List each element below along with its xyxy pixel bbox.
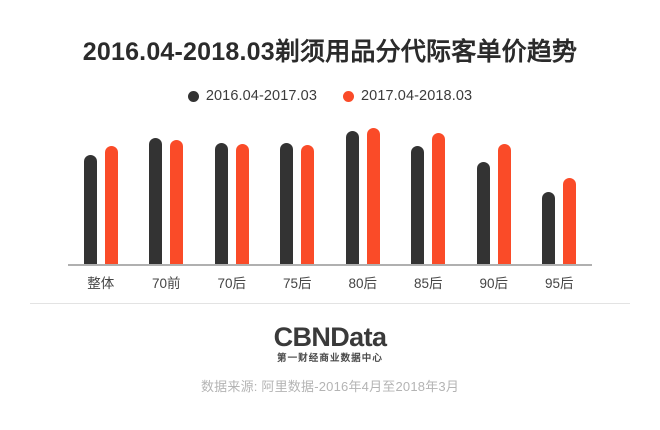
- bar-previous: [411, 146, 425, 264]
- legend-dot-icon: [187, 90, 199, 102]
- bar-group: [280, 118, 315, 264]
- bar-group: [214, 118, 249, 264]
- bar-group: [476, 118, 511, 264]
- data-source-note: 数据来源: 阿里数据-2016年4月至2018年3月: [200, 379, 460, 394]
- legend-label-previous: 2016.04-2017.03: [205, 88, 317, 104]
- bar-group: [83, 118, 118, 264]
- bar-group: [411, 118, 446, 264]
- bar-group: [345, 118, 380, 264]
- brand-subtitle: 第一财经商业数据中心: [276, 353, 383, 364]
- bar-previous: [149, 138, 163, 264]
- bar-current: [432, 133, 446, 264]
- bar-group: [149, 118, 184, 264]
- bar-previous: [280, 143, 294, 264]
- x-axis-labels: 整体 70前 70后 75后 80后 85后 90后 95后: [68, 272, 592, 292]
- bar-current: [301, 145, 315, 264]
- bar-groups-container: [68, 118, 592, 264]
- bar-previous: [542, 192, 556, 264]
- brand-block: CBNData 第一财经商业数据中心: [0, 322, 660, 365]
- x-axis-label: 80后: [348, 276, 378, 291]
- bar-current: [366, 128, 380, 264]
- bar-previous: [345, 131, 359, 264]
- x-axis-label: 75后: [282, 276, 312, 291]
- bar-group: [542, 118, 577, 264]
- bar-previous: [476, 162, 490, 264]
- x-axis-label: 70后: [217, 276, 247, 291]
- legend-item-previous: 2016.04-2017.03: [187, 88, 317, 104]
- bar-current: [563, 178, 577, 264]
- page-title: 2016.04-2018.03剃须用品分代际客单价趋势: [82, 38, 578, 66]
- x-axis-label: 整体: [87, 276, 115, 291]
- x-axis-label: 70前: [151, 276, 181, 291]
- legend-item-current: 2017.04-2018.03: [343, 88, 472, 104]
- brand-logo-text: CBNData: [273, 322, 387, 352]
- chart-legend: 2016.04-2017.03 2017.04-2018.03: [0, 88, 660, 104]
- chart-plot-area: [0, 118, 660, 268]
- footer-divider: [30, 303, 630, 304]
- bar-current: [170, 140, 184, 264]
- x-axis-label: 85后: [413, 276, 443, 291]
- bar-current: [104, 146, 118, 264]
- x-axis-label: 90后: [479, 276, 509, 291]
- x-axis-line: [68, 264, 592, 266]
- bar-previous: [83, 155, 97, 264]
- bar-previous: [214, 143, 228, 264]
- bar-current: [235, 144, 249, 264]
- legend-dot-icon: [343, 90, 354, 102]
- bar-current: [497, 144, 511, 264]
- x-axis-label: 95后: [544, 276, 574, 291]
- legend-label-current: 2017.04-2018.03: [361, 88, 473, 104]
